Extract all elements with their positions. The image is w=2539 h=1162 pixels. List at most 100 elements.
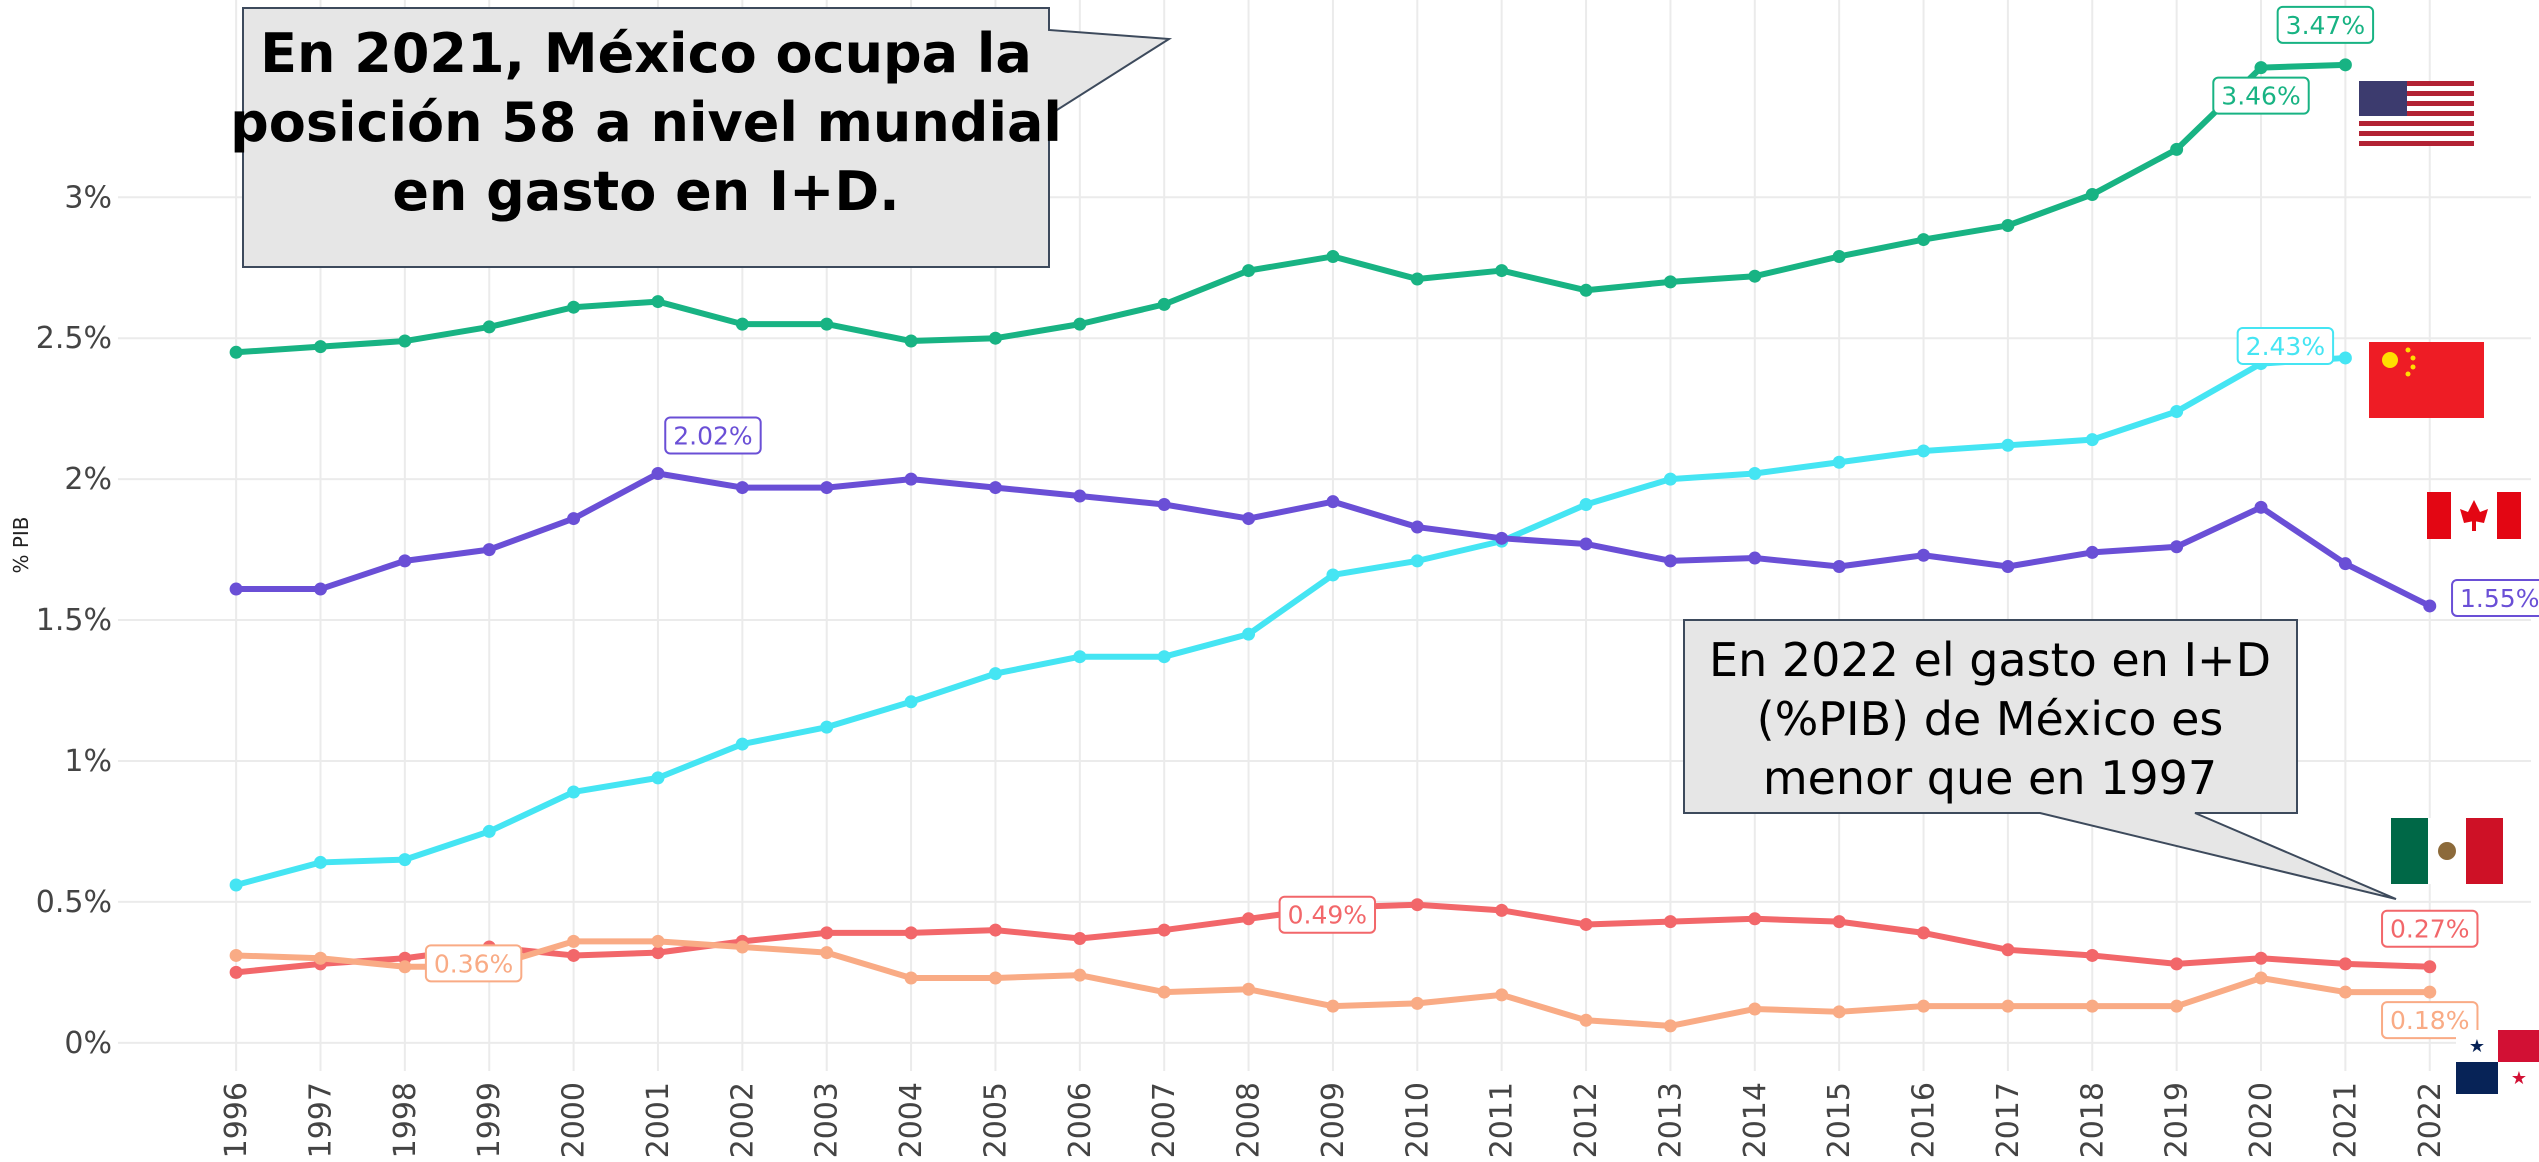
- data-point: [1663, 472, 1677, 486]
- y-tick-label: 1%: [64, 744, 112, 779]
- data-point: [567, 300, 581, 314]
- callout-box: [242, 7, 1173, 268]
- data-point: [1073, 317, 1087, 331]
- data-point: [820, 317, 834, 331]
- data-point: [398, 334, 412, 348]
- data-point: [1663, 1019, 1677, 1033]
- data-point: [567, 948, 581, 962]
- data-point: [1157, 497, 1171, 511]
- data-label: 1.55%: [2460, 584, 2539, 613]
- data-label-box: [2451, 578, 2539, 617]
- data-point: [1748, 912, 1762, 926]
- data-point: [735, 481, 749, 495]
- data-point: [988, 923, 1002, 937]
- data-point: [1917, 548, 1931, 562]
- data-point: [313, 340, 327, 354]
- data-point: [1663, 915, 1677, 929]
- data-point: [1326, 495, 1340, 509]
- data-point: [1157, 985, 1171, 999]
- data-point: [1832, 1005, 1846, 1019]
- annotation-line: En 2022 el gasto en I+D: [1709, 633, 2271, 687]
- data-point: [1157, 923, 1171, 937]
- data-point: [651, 934, 665, 948]
- data-point: [2338, 985, 2352, 999]
- data-point: [2085, 948, 2099, 962]
- data-point: [988, 971, 1002, 985]
- data-point: [820, 481, 834, 495]
- data-point: [651, 295, 665, 309]
- x-tick-label: 2006: [1063, 1082, 1098, 1158]
- x-tick-label: 2012: [1569, 1082, 1604, 1158]
- data-label-box: [1278, 895, 1377, 934]
- data-point: [1157, 297, 1171, 311]
- x-tick-label: 1998: [388, 1082, 423, 1158]
- annotation-line: en gasto en I+D.: [392, 160, 899, 223]
- x-tick-label: 2016: [1907, 1082, 1942, 1158]
- x-tick-label: 2018: [2075, 1082, 2110, 1158]
- data-point: [2254, 61, 2268, 75]
- data-point: [2170, 142, 2184, 156]
- labels: 3.46% 3.47% 2.43% 2.02% 1.55% 0.49% 0.27% 0.36%…: [424, 5, 2539, 1040]
- x-tick-label: 2008: [1232, 1082, 1267, 1158]
- x-tick-label: 2020: [2244, 1082, 2279, 1158]
- x-tick-label: 2003: [810, 1082, 845, 1158]
- x-tick-label: 2011: [1485, 1082, 1520, 1158]
- data-point: [2001, 218, 2015, 232]
- data-label-box: [2276, 5, 2375, 44]
- data-point: [1242, 512, 1256, 526]
- data-point: [1242, 264, 1256, 278]
- data-point: [313, 582, 327, 596]
- data-label-box: [2381, 1001, 2479, 1040]
- data-point: [398, 554, 412, 568]
- data-point: [988, 331, 1002, 345]
- data-point: [2254, 971, 2268, 985]
- data-point: [1579, 283, 1593, 297]
- data-point: [313, 951, 327, 965]
- data-point: [1832, 455, 1846, 469]
- data-point: [1917, 926, 1931, 940]
- y-tick-label: 2.5%: [36, 321, 112, 356]
- data-label: 3.47%: [2286, 11, 2365, 40]
- callout-box: [1683, 619, 2397, 900]
- annotation-line: En 2021, México ocupa la: [260, 22, 1032, 85]
- data-point: [2423, 960, 2437, 974]
- data-point: [1663, 554, 1677, 568]
- annotation-line: menor que en 1997: [1763, 751, 2217, 805]
- data-point: [1917, 444, 1931, 458]
- data-point: [229, 345, 243, 359]
- x-tick-label: 1997: [303, 1082, 338, 1158]
- data-point: [1495, 531, 1509, 545]
- data-point: [735, 940, 749, 954]
- data-label-box: [664, 416, 762, 455]
- data-point: [482, 824, 496, 838]
- data-point: [1917, 233, 1931, 247]
- data-point: [2338, 58, 2352, 72]
- data-point: [1579, 1013, 1593, 1027]
- y-tick-label: 1.5%: [36, 603, 112, 638]
- data-point: [904, 971, 918, 985]
- data-point: [2338, 957, 2352, 971]
- data-point: [1242, 912, 1256, 926]
- flag-panama: ★ ★: [2456, 1030, 2539, 1094]
- lines: [229, 58, 2437, 1033]
- data-point: [1410, 554, 1424, 568]
- data-label: 3.46%: [2221, 82, 2300, 111]
- data-point: [1073, 489, 1087, 503]
- x-tick-label: 1996: [219, 1082, 254, 1158]
- data-point: [2338, 557, 2352, 571]
- data-label-box: [2381, 909, 2479, 948]
- y-tick-label: 0.5%: [36, 885, 112, 920]
- x-tick-label: 2010: [1400, 1082, 1435, 1158]
- data-label: 0.27%: [2390, 915, 2469, 944]
- y-axis-label: % PIB: [9, 516, 33, 573]
- annotation-line: (%PIB) de México es: [1757, 692, 2224, 746]
- data-label: 0.49%: [1288, 901, 1367, 930]
- flag-china: [2369, 342, 2484, 418]
- data-point: [1579, 917, 1593, 931]
- data-point: [229, 948, 243, 962]
- x-tick-label: 2021: [2328, 1082, 2363, 1158]
- data-point: [820, 946, 834, 960]
- data-point: [313, 855, 327, 869]
- data-point: [2001, 438, 2015, 452]
